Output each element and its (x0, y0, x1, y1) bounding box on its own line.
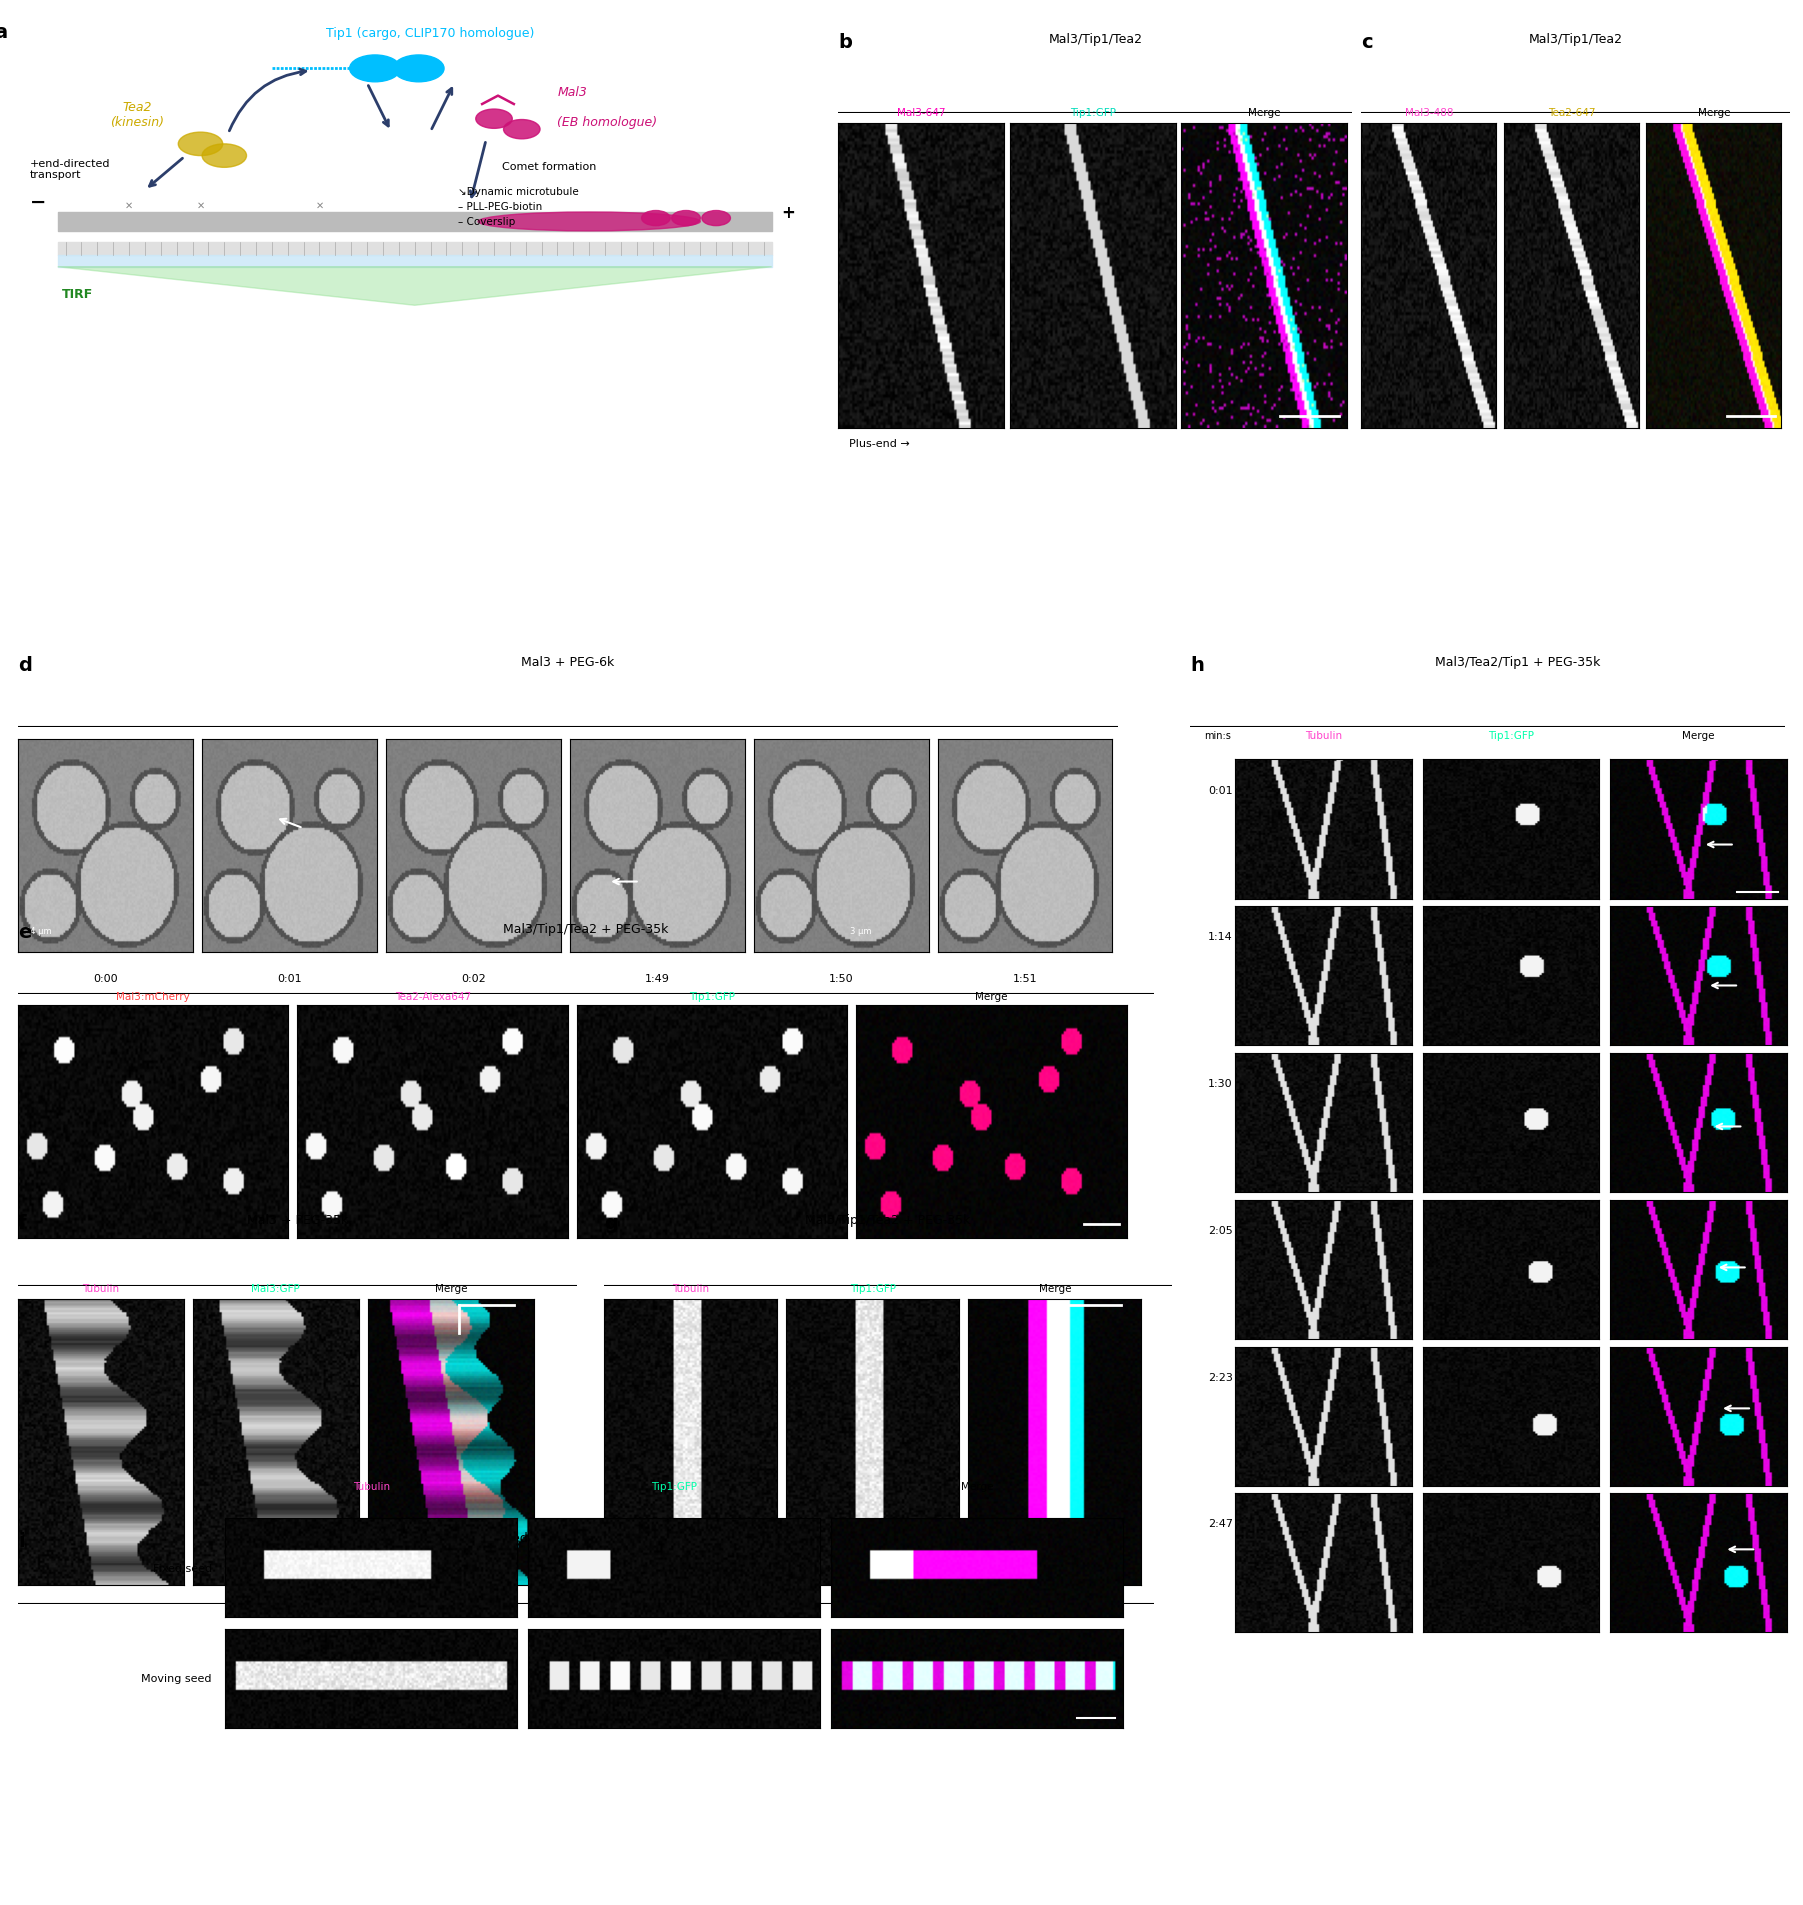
Circle shape (642, 211, 671, 227)
Text: Tea2: Tea2 (123, 101, 151, 114)
Text: – Coverslip: – Coverslip (458, 217, 516, 227)
Text: +end-directed
transport: +end-directed transport (31, 158, 110, 181)
Text: TIRF: TIRF (61, 288, 94, 301)
Text: 0:02: 0:02 (462, 973, 485, 983)
Text: Comet formation: Comet formation (501, 162, 597, 171)
Text: min:s: min:s (1204, 730, 1231, 741)
Circle shape (673, 211, 700, 227)
Text: Mal3-488: Mal3-488 (1405, 109, 1453, 118)
Text: 1:14: 1:14 (1208, 932, 1233, 941)
Text: f: f (18, 1213, 27, 1233)
Text: (kinesin): (kinesin) (110, 116, 164, 130)
Text: ↘Dynamic microtubule: ↘Dynamic microtubule (458, 187, 579, 196)
Text: Mal3/Tea2/Tip1 + PEG-35k: Mal3/Tea2/Tip1 + PEG-35k (1435, 655, 1599, 669)
Text: 24 μm: 24 μm (25, 926, 52, 935)
Text: Tea2-647: Tea2-647 (1547, 109, 1596, 118)
Text: 1:51: 1:51 (1013, 973, 1037, 983)
Text: Tip1:GFP: Tip1:GFP (849, 1284, 896, 1293)
Text: 0:01: 0:01 (278, 973, 301, 983)
Text: 2:23: 2:23 (1208, 1372, 1233, 1381)
Text: (EB homologue): (EB homologue) (557, 116, 658, 128)
Circle shape (393, 55, 444, 82)
Text: Mal3-647: Mal3-647 (898, 109, 945, 118)
Text: Mal3:GFP: Mal3:GFP (251, 1284, 301, 1293)
Text: Moving seed: Moving seed (141, 1673, 213, 1684)
Text: Merge: Merge (1697, 109, 1731, 118)
Text: Tip1 (cargo, CLIP170 homologue): Tip1 (cargo, CLIP170 homologue) (326, 27, 535, 40)
Text: Mal3 + PEG-35k: Mal3 + PEG-35k (247, 1213, 348, 1227)
Circle shape (701, 211, 730, 227)
Text: 1:30: 1:30 (1208, 1078, 1233, 1088)
Text: −: − (31, 192, 47, 211)
Text: Tip1:GFP: Tip1:GFP (1487, 730, 1534, 741)
Text: Mal3/Tip1/Tea2 + PEG-35k: Mal3/Tip1/Tea2 + PEG-35k (806, 1213, 970, 1227)
Text: 1:50: 1:50 (829, 973, 853, 983)
Text: Mal3:mCherry: Mal3:mCherry (117, 991, 189, 1002)
Text: 1:49: 1:49 (645, 973, 669, 983)
Text: ✕: ✕ (124, 200, 133, 211)
Text: Merge: Merge (1248, 109, 1280, 118)
Text: 0:00: 0:00 (94, 973, 117, 983)
Text: d: d (18, 655, 32, 674)
Text: +: + (781, 204, 795, 223)
Text: Mal3 + PEG-6k: Mal3 + PEG-6k (521, 655, 615, 669)
Text: Tip1:GFP: Tip1:GFP (1069, 109, 1116, 118)
Circle shape (503, 120, 541, 139)
Text: Tip1:GFP: Tip1:GFP (651, 1480, 698, 1492)
Text: Merge: Merge (975, 991, 1008, 1002)
Circle shape (350, 55, 400, 82)
Text: Tubulin: Tubulin (1305, 730, 1341, 741)
Text: 2:05: 2:05 (1208, 1225, 1233, 1234)
Text: ✕: ✕ (316, 200, 323, 211)
Text: ✕: ✕ (197, 200, 204, 211)
Text: Plus-end →: Plus-end → (849, 438, 909, 450)
Text: Tubulin: Tubulin (353, 1480, 389, 1492)
Text: g: g (604, 1213, 618, 1233)
Ellipse shape (478, 213, 700, 232)
Text: Merge: Merge (435, 1284, 467, 1293)
Text: a: a (0, 23, 7, 42)
Text: Mal3: Mal3 (557, 86, 588, 99)
Text: Tip1:GFP: Tip1:GFP (689, 991, 736, 1002)
Text: Merge: Merge (1682, 730, 1715, 741)
Circle shape (202, 145, 247, 168)
Text: Tea2-Alexa647: Tea2-Alexa647 (395, 991, 471, 1002)
Text: Tubulin: Tubulin (83, 1284, 119, 1293)
Text: Fixed seed: Fixed seed (153, 1562, 213, 1574)
Text: Merge: Merge (1039, 1284, 1071, 1293)
Text: e: e (18, 922, 31, 941)
Text: Merge: Merge (961, 1480, 993, 1492)
Text: b: b (838, 32, 853, 51)
Text: h: h (1190, 655, 1204, 674)
Text: i: i (18, 1532, 25, 1551)
Text: Mal3/Tip1/Tea2 + PEG-35k: Mal3/Tip1/Tea2 + PEG-35k (503, 922, 669, 935)
Polygon shape (58, 267, 772, 307)
Text: 3 μm: 3 μm (849, 926, 871, 935)
Text: Tubulin: Tubulin (673, 1284, 709, 1293)
Circle shape (178, 133, 224, 156)
Text: Mal3/Tip1/Tea2: Mal3/Tip1/Tea2 (1529, 32, 1623, 46)
Text: 0:01: 0:01 (1208, 785, 1233, 794)
Text: – PLL-PEG-biotin: – PLL-PEG-biotin (458, 202, 543, 211)
Circle shape (476, 110, 512, 130)
Text: c: c (1361, 32, 1372, 51)
Text: 2:47: 2:47 (1208, 1518, 1233, 1528)
Text: Mal3/Tip1/Tea2: Mal3/Tip1/Tea2 (1048, 32, 1143, 46)
Text: Stable seeds + Mal3/Tea2/Tip1 + PEG-35k: Stable seeds + Mal3/Tea2/Tip1 + PEG-35k (454, 1532, 718, 1545)
